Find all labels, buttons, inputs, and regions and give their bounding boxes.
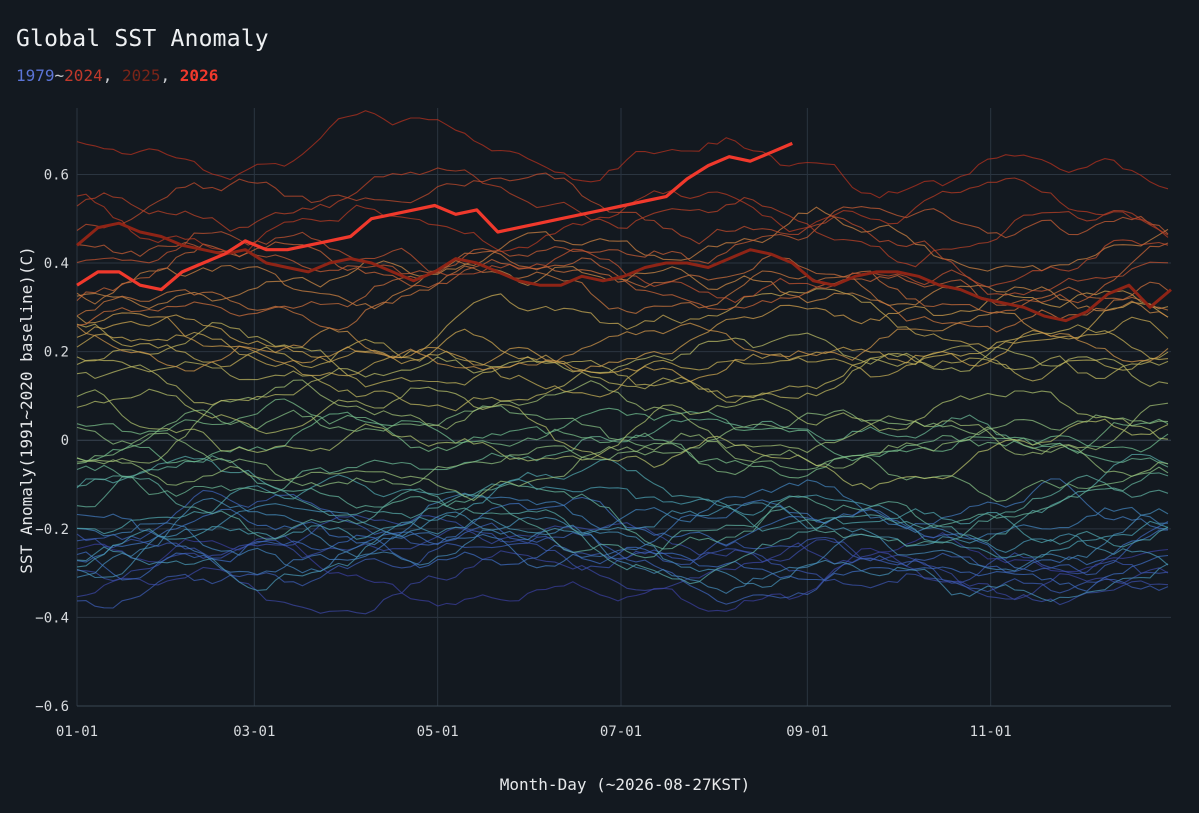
historical-year-line <box>76 288 1169 377</box>
historical-year-line <box>76 503 1169 602</box>
historical-year-line <box>76 426 1169 502</box>
historical-year-line <box>76 206 1169 310</box>
historical-year-line <box>76 311 1169 372</box>
historical-year-line <box>76 323 1169 398</box>
historical-year-line <box>76 479 1169 574</box>
historical-year-line <box>76 167 1169 268</box>
historical-year-line <box>76 535 1169 609</box>
x-tick-label: 07-01 <box>600 724 642 740</box>
x-tick-label: 05-01 <box>417 724 459 740</box>
historical-year-line <box>76 478 1169 568</box>
historical-year-line <box>76 405 1169 503</box>
historical-year-line <box>76 514 1169 589</box>
x-tick-label: 03-01 <box>233 724 275 740</box>
historical-year-line <box>76 386 1169 490</box>
historical-year-line <box>76 110 1169 199</box>
y-tick-label: −0.2 <box>35 522 69 538</box>
y-axis-title: SST Anomaly(1991~2020 baseline)(C) <box>17 246 36 574</box>
legend-last-year: 2024 <box>64 66 103 85</box>
axes: −0.6 −0.4 −0.2 0 0.2 0.4 0.6 01-01 03-01 05-01 07-… <box>35 167 1171 740</box>
legend-first-year: 1979 <box>16 66 55 85</box>
x-tick-label: 09-01 <box>786 724 828 740</box>
historical-year-line <box>76 379 1169 464</box>
historical-year-line <box>76 250 1169 326</box>
historical-year-line <box>76 389 1169 462</box>
historical-year-line <box>76 290 1169 372</box>
y-tick-label: 0.6 <box>44 167 69 183</box>
historical-year-line <box>76 474 1169 559</box>
historical-year-line <box>76 458 1169 548</box>
series-line-2025 <box>76 221 1172 323</box>
historical-year-line <box>76 532 1169 612</box>
historical-year-line <box>76 478 1169 576</box>
historical-year-line <box>76 502 1169 591</box>
series-line-2026 <box>76 141 793 292</box>
chart-title: Global SST Anomaly <box>16 26 269 52</box>
historical-year-lines <box>76 110 1169 615</box>
legend-range-separator: ~ <box>54 66 65 85</box>
grid-lines <box>76 108 1171 707</box>
x-tick-label: 01-01 <box>56 724 98 740</box>
historical-year-line <box>76 522 1169 606</box>
historical-year-line <box>76 265 1169 333</box>
y-tick-label: −0.4 <box>35 610 69 626</box>
y-tick-label: −0.6 <box>35 699 69 715</box>
legend-comma: , <box>102 66 113 85</box>
historical-year-line <box>76 177 1169 254</box>
y-tick-label: 0 <box>61 433 69 449</box>
legend-year-2025: 2025 <box>121 66 161 85</box>
historical-year-line <box>76 172 1169 288</box>
historical-year-line <box>76 534 1169 592</box>
y-tick-label: 0.2 <box>44 345 69 361</box>
historical-year-line <box>76 206 1169 275</box>
historical-year-line <box>76 407 1169 464</box>
legend-comma: , <box>160 66 171 85</box>
y-tick-label: 0.4 <box>44 256 69 272</box>
highlight-series <box>76 141 1172 323</box>
historical-year-line <box>76 345 1169 412</box>
historical-year-line <box>76 489 1169 605</box>
legend-year-2026: 2026 <box>179 66 219 85</box>
historical-year-line <box>76 414 1169 497</box>
x-axis-title: Month-Day (~2026-08-27KST) <box>500 775 750 794</box>
historical-year-line <box>76 231 1169 304</box>
historical-year-line <box>76 301 1169 383</box>
historical-year-line <box>76 455 1169 550</box>
historical-year-line <box>76 322 1169 399</box>
historical-year-line <box>76 453 1169 585</box>
historical-year-line <box>76 542 1169 615</box>
historical-year-line <box>76 497 1169 595</box>
historical-year-line <box>76 332 1169 406</box>
x-tick-label: 11-01 <box>970 724 1012 740</box>
chart-legend: 1979~2024, 2025, 2026 <box>16 66 218 85</box>
historical-year-line <box>76 398 1169 479</box>
